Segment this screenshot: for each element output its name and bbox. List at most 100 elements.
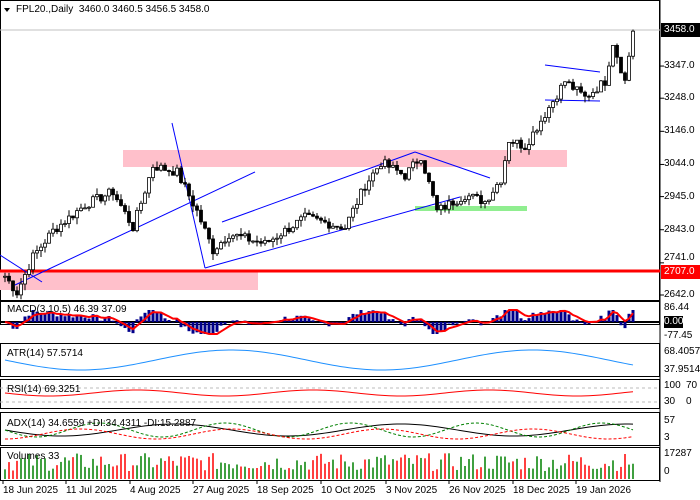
candle-body [347,216,351,229]
candle-body [599,80,603,93]
macd-histogram-bar [23,316,27,322]
macd-histogram-bar [47,310,51,322]
candle-body [335,225,339,228]
macd-histogram-bar [567,314,571,322]
candle-body [407,167,411,180]
candle-body [323,219,327,223]
macd-histogram-bar [443,322,447,331]
macd-histogram-bar [623,322,627,329]
macd-histogram-bar [379,313,383,322]
rsi-tick: 100 [664,380,681,391]
rsi-tick: 70 [686,380,698,391]
macd-histogram-bar [423,322,427,327]
macd-histogram-bar [467,319,471,322]
candle-body [267,239,271,242]
candle-body [75,210,79,219]
candle-body [255,240,259,243]
candle-body [479,195,483,205]
time-axis-label: 18 Sep 2025 [257,485,314,496]
symbol-ohlc-header: FPL20.,Daily 3460.0 3460.5 3456.5 3458.0 [16,4,210,16]
macd-histogram-bar [159,312,163,322]
macd-histogram-bar [95,315,99,322]
candle-body [631,30,635,57]
macd-histogram-bar [359,310,363,322]
candle-body [43,242,47,248]
candle-body [339,226,343,230]
candle-body [223,241,227,244]
support-zone [415,206,527,211]
macd-histogram-bar [199,322,203,334]
candle-body [83,207,87,210]
macd-histogram-bar [79,315,83,322]
macd-histogram-bar [615,315,619,322]
macd-histogram-bar [91,314,95,322]
macd-histogram-bar [535,314,539,322]
macd-histogram-bar [59,314,63,322]
candle-body [611,44,615,67]
candle-body [571,81,575,90]
collapse-triangle-icon[interactable] [4,8,10,12]
candle-body [395,164,399,171]
candle-body [199,209,203,223]
trend-lines [0,64,601,286]
macd-histogram-bar [111,320,115,322]
macd-histogram-bar [363,313,367,322]
candle-body [523,147,527,150]
candle-body [371,172,375,182]
candle-body [263,239,267,244]
candle-body [595,91,599,94]
macd-histogram-bar [287,320,291,322]
panel-frame [0,379,660,409]
candle-body [79,207,83,212]
macd-histogram-bar [119,322,123,327]
macd-histogram-bar [551,310,555,322]
macd-histogram-bar [167,319,171,322]
macd-histogram-bar [399,322,403,325]
macd-histogram-bar [523,320,527,322]
candle-body [399,169,403,175]
candle-body [619,56,623,74]
candle-body [87,206,91,209]
macd-histogram-bar [511,310,515,322]
candle-body [171,171,175,176]
candle-body [511,141,515,144]
macd-histogram-bar [587,322,591,325]
macd-histogram-bar [67,314,71,322]
candle-body [71,215,75,219]
candle-body [123,205,127,212]
macd-histogram-bar [503,310,507,322]
macd-histogram-bar [547,310,551,322]
current-price-tag [661,23,700,37]
macd-tick: -77.45 [664,330,693,341]
candle-body [319,217,323,221]
time-axis-label: 4 Aug 2025 [130,485,181,496]
time-axis-label: 18 Dec 2025 [513,485,570,496]
macd-signal-line [4,309,634,335]
candle-body [67,215,71,224]
candle-body [99,194,103,202]
macd-histogram-bar [143,312,147,322]
adx-tick: 3 [664,432,670,443]
macd-histogram-bar [307,318,311,322]
candle-body [103,195,107,202]
macd-histogram-bar [83,317,87,322]
candle-body [111,188,115,196]
candle-body [607,65,611,86]
candle-body [555,98,559,103]
candle-body [27,269,31,275]
candle-body [51,228,55,234]
candle-body [47,232,51,244]
macd-histogram-bar [583,322,587,325]
candle-body [567,81,571,84]
macd-histogram-bar [403,322,407,327]
candle-body [251,240,255,243]
candle-body [387,159,391,168]
candle-body [279,235,283,239]
volumes-tick: 17287 [664,448,692,459]
macd-histogram-bar [455,322,459,324]
candle-body [539,120,543,132]
candle-body [527,144,531,150]
macd-histogram-bar [395,322,399,323]
